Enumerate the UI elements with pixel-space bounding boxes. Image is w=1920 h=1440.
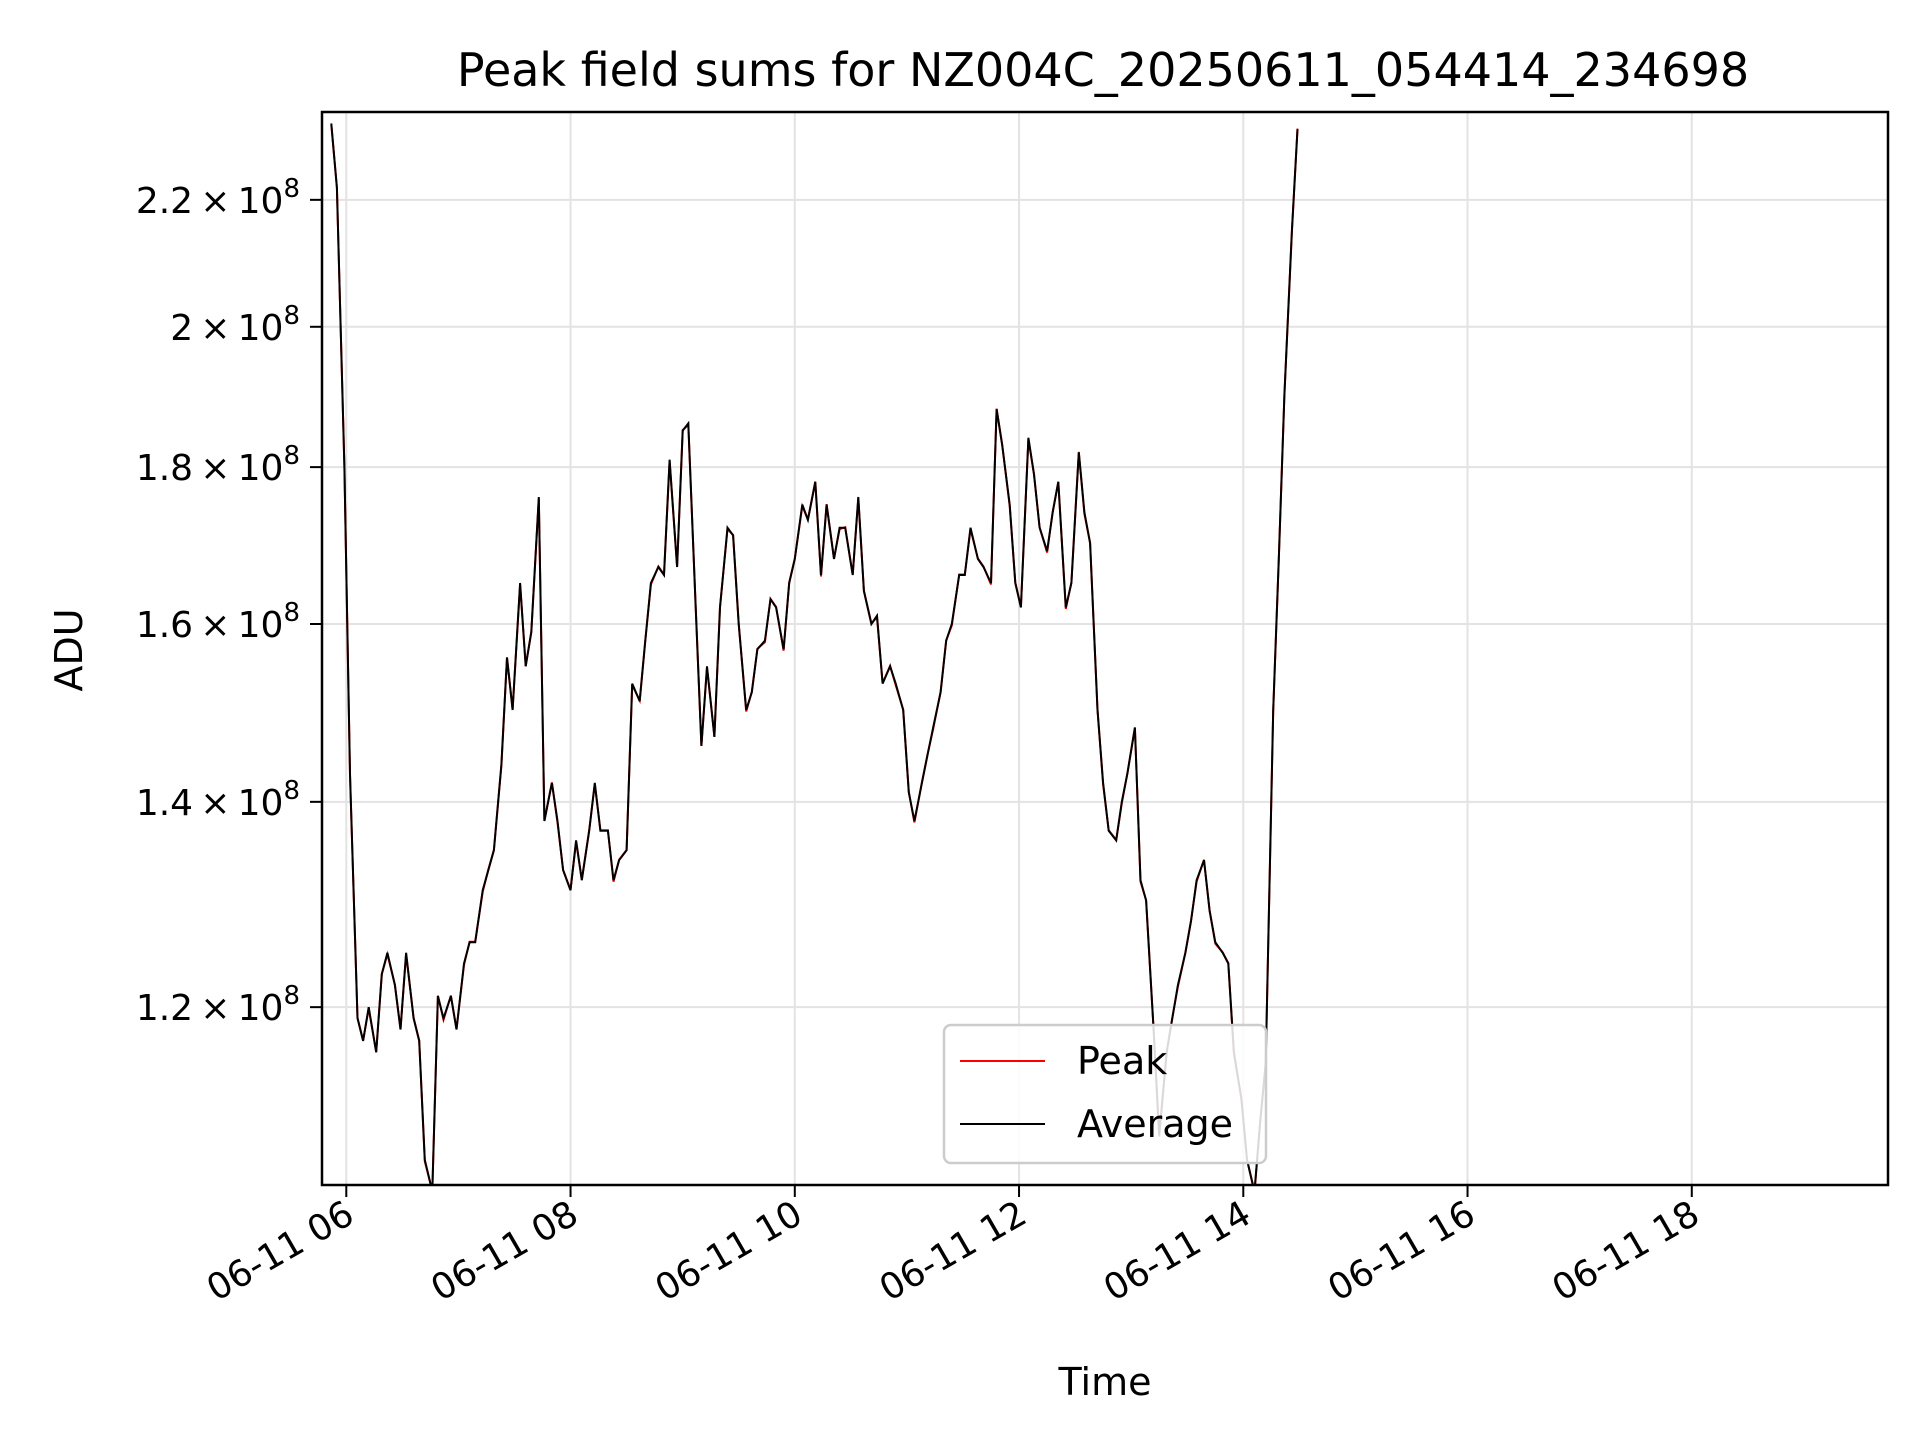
grid-layer: [322, 112, 1888, 1185]
y-tick-label: 1.8 × 108: [136, 441, 300, 489]
y-axis-label: ADU: [47, 608, 91, 691]
y-tick-label: 1.2 × 108: [136, 981, 300, 1029]
plot-area-frame: [320, 110, 1890, 1187]
series-layer: [330, 123, 1299, 1185]
y-tick-label: 2 × 108: [170, 301, 300, 349]
series-line-average: [330, 123, 1299, 1185]
chart-title: Peak field sums for NZ004C_20250611_0544…: [457, 43, 1749, 97]
x-axis-label: Time: [1058, 1360, 1152, 1404]
y-tick-label: 1.4 × 108: [136, 776, 300, 824]
y-tick-label: 1.6 × 108: [136, 598, 300, 646]
y-tick-label: 2.2 × 108: [136, 174, 300, 222]
legend-label-peak: Peak: [1077, 1039, 1167, 1083]
legend: Peak Average: [942, 1023, 1268, 1165]
legend-frame: [942, 1023, 1268, 1165]
legend-label-average: Average: [1077, 1102, 1233, 1146]
